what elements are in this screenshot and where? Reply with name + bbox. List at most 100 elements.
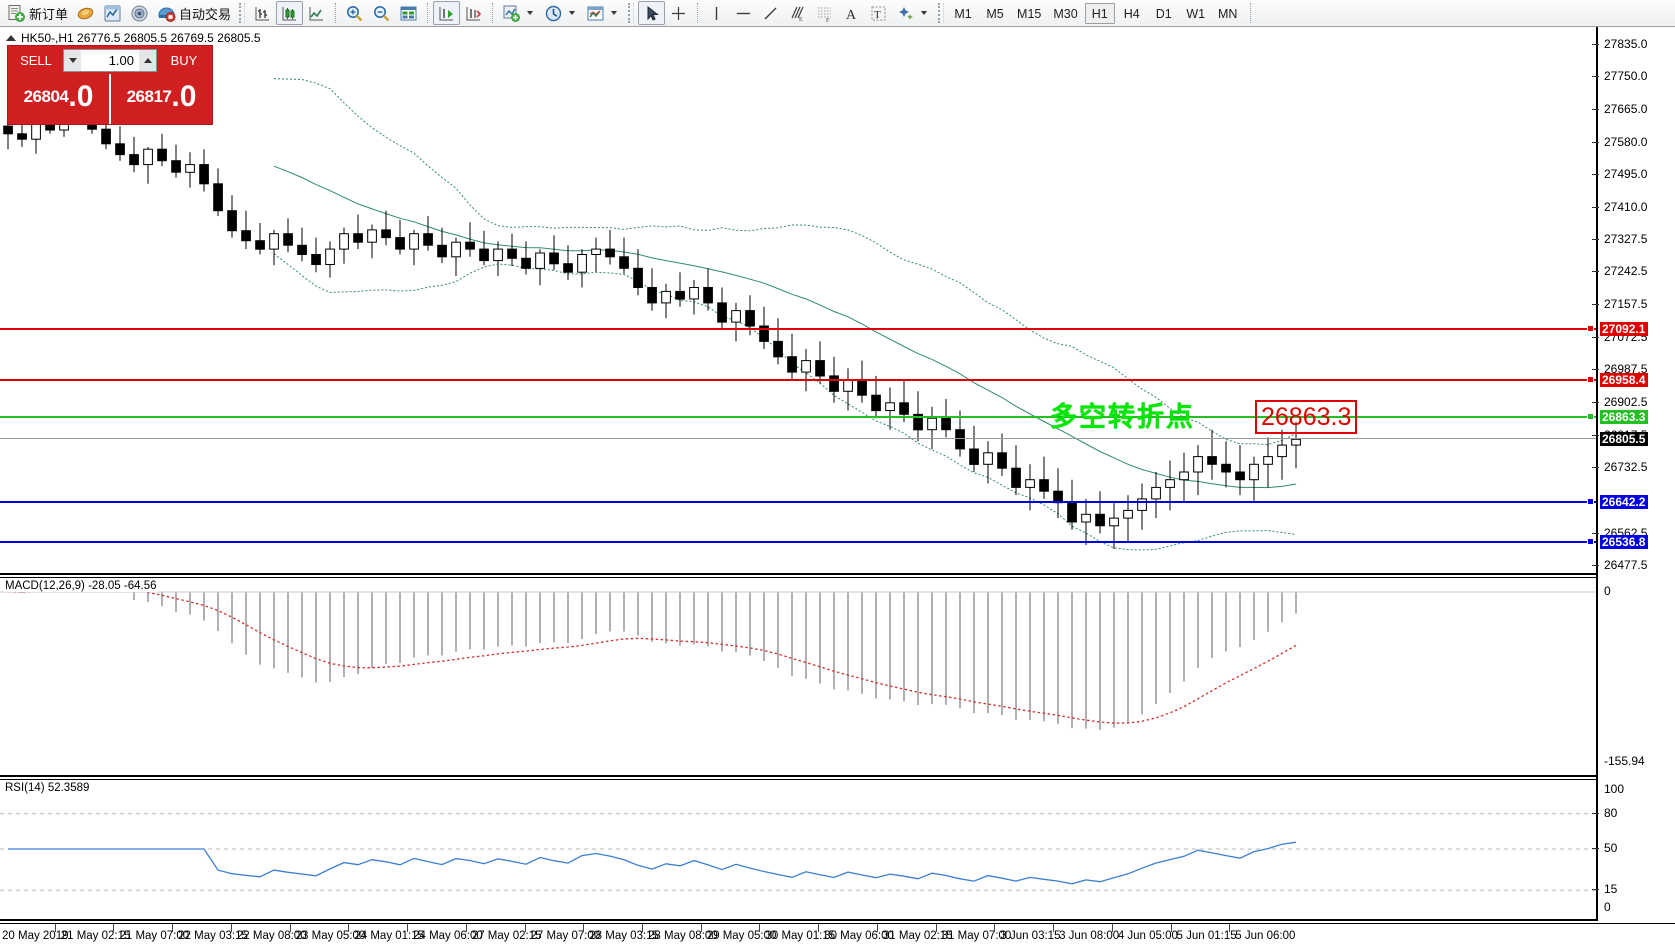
line-chart-button[interactable] [303, 1, 330, 25]
buy-price-button[interactable]: 26817 .0 [111, 74, 212, 124]
zoom-in-button[interactable] [341, 1, 368, 25]
objects-button[interactable] [892, 1, 934, 25]
level-line-support[interactable] [0, 500, 1596, 503]
elliott-wave-button[interactable]: E [784, 1, 811, 25]
toolbar-grip-3[interactable] [938, 3, 945, 23]
price-chart-pane[interactable] [0, 27, 1596, 575]
volume-increment-button[interactable] [139, 49, 156, 71]
time-axis-label: 5 Jun 06:00 [1235, 930, 1296, 942]
timeframe-m1[interactable]: M1 [954, 6, 972, 21]
price-level-badge[interactable]: 26536.8 [1600, 535, 1649, 550]
timeframe-h1[interactable]: H1 [1084, 2, 1115, 24]
candlestick [325, 241, 335, 278]
time-axis[interactable]: 20 May 2019 21 May 02:15 21 May 07:00 22 Ma… [0, 923, 1675, 950]
toolbar-grip-1[interactable] [239, 3, 246, 23]
level-handle[interactable] [1587, 497, 1594, 505]
crosshair-button[interactable] [665, 1, 692, 25]
time-tick [700, 924, 702, 932]
label-button[interactable]: T [865, 1, 892, 25]
time-tick [465, 924, 467, 932]
trendline-button[interactable] [757, 1, 784, 25]
price-tick [1592, 108, 1599, 110]
cursor-button[interactable] [638, 1, 666, 25]
templates-button[interactable] [582, 1, 624, 25]
volume-decrement-button[interactable] [64, 49, 81, 71]
timeframe-w1[interactable]: W1 [1186, 6, 1206, 21]
buy-label[interactable]: BUY [170, 52, 198, 68]
candlestick-chart-icon [280, 4, 299, 23]
main-toolbar: 新订单 [0, 0, 1675, 27]
candlestick [339, 227, 349, 264]
period-dropdown-caret[interactable] [569, 11, 576, 15]
price-level-badge[interactable]: 26958.4 [1600, 373, 1649, 388]
timeframe-h4[interactable]: H4 [1123, 6, 1140, 21]
volume-stepper[interactable]: 1.00 [63, 48, 157, 72]
timeframe-m15[interactable]: M15 [1017, 6, 1042, 21]
chart-price-box-annotation[interactable]: 26863.3 [1255, 399, 1358, 434]
collapse-arrow-icon[interactable] [6, 35, 16, 41]
svg-text:E: E [799, 17, 803, 23]
horizontal-line-button[interactable] [730, 1, 757, 25]
rsi-scale-label: 100 [1604, 782, 1625, 796]
volume-value[interactable]: 1.00 [108, 52, 134, 68]
zoom-out-button[interactable] [368, 1, 395, 25]
timeframe-m30[interactable]: M30 [1053, 6, 1078, 21]
svg-text:T: T [874, 9, 881, 21]
sell-label[interactable]: SELL [20, 52, 52, 68]
price-tick [1592, 565, 1599, 567]
symbol-label[interactable]: HK50-,H1 26776.5 26805.5 26769.5 26805.5 [6, 31, 261, 45]
time-axis-label: 22 May 03:15 [178, 930, 248, 942]
level-line-pivot[interactable] [0, 415, 1596, 418]
toolbar-grip-2[interactable] [628, 3, 635, 23]
level-line-resistance[interactable] [0, 379, 1596, 382]
indicators-dropdown-caret[interactable] [527, 11, 534, 15]
level-handle[interactable] [1587, 325, 1594, 332]
level-handle[interactable] [1587, 538, 1594, 546]
one-click-trading-panel[interactable]: SELL 1.00 BUY 26804 .0 [7, 45, 213, 125]
period-button[interactable] [540, 1, 582, 25]
time-tick [172, 924, 174, 932]
objects-dropdown-caret[interactable] [921, 11, 928, 15]
level-line-support[interactable] [0, 541, 1596, 544]
autotrading-button[interactable]: 自动交易 [153, 1, 235, 25]
price-chart-svg [3, 78, 1301, 551]
indicators-button[interactable] [498, 1, 540, 25]
bar-chart-button[interactable] [249, 1, 276, 25]
grid-button[interactable] [395, 1, 422, 25]
level-handle[interactable] [1587, 412, 1594, 420]
fibonacci-button[interactable]: F [811, 1, 838, 25]
vertical-line-button[interactable] [703, 1, 730, 25]
templates-dropdown-caret[interactable] [611, 11, 618, 15]
new-order-button[interactable]: 新订单 [3, 1, 72, 25]
price-level-badge[interactable]: 26642.2 [1600, 494, 1649, 509]
text-icon: A [842, 4, 861, 23]
time-tick [230, 924, 232, 932]
candlestick [675, 272, 685, 307]
expert-advisors-button[interactable] [72, 1, 99, 25]
sell-price-button[interactable]: 26804 .0 [8, 74, 111, 124]
navigator-button[interactable] [126, 1, 153, 25]
macd-pane[interactable]: MACD(12,26,9) -28.05 -64.56 [0, 577, 1596, 777]
candlestick-chart-button[interactable] [276, 1, 304, 25]
buy-price-decimal: .0 [171, 80, 197, 113]
chart-area[interactable]: MACD(12,26,9) -28.05 -64.56 RSI(14) 52.3… [0, 27, 1675, 950]
timeframe-mn[interactable]: MN [1217, 6, 1238, 21]
fibonacci-icon: F [815, 4, 834, 24]
chart-shift-button[interactable] [460, 1, 487, 25]
timeframe-d1[interactable]: D1 [1155, 6, 1172, 21]
price-level-badge[interactable]: 27092.1 [1600, 322, 1649, 336]
price-scale-label: 26477.5 [1604, 558, 1648, 573]
text-button[interactable]: A [838, 1, 865, 25]
chart-text-annotation[interactable]: 多空转折点 [1050, 401, 1195, 433]
rsi-pane[interactable]: RSI(14) 52.3589 [0, 779, 1596, 921]
level-handle[interactable] [1587, 376, 1594, 384]
price-level-badge[interactable]: 26805.5 [1600, 432, 1649, 447]
data-window-button[interactable] [99, 1, 126, 25]
level-line-resistance[interactable] [0, 328, 1596, 330]
level-line-last-price[interactable] [0, 438, 1596, 440]
auto-scroll-button[interactable] [433, 1, 461, 25]
candlestick [241, 210, 251, 250]
timeframe-m5[interactable]: M5 [986, 6, 1004, 21]
price-level-badge[interactable]: 26863.3 [1600, 409, 1649, 424]
candlestick [535, 249, 545, 286]
